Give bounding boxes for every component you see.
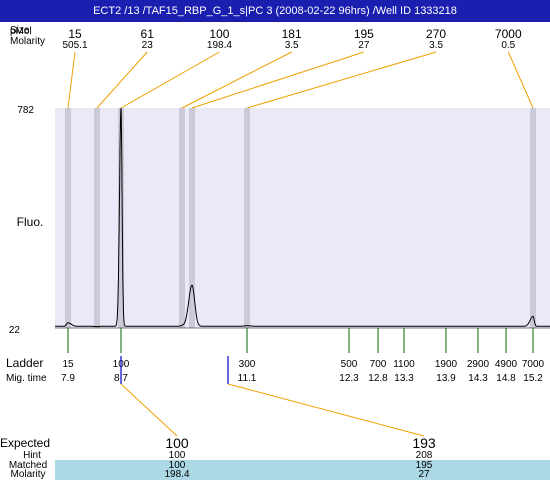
peak-band <box>244 108 250 328</box>
peak-bands <box>65 108 536 328</box>
ladder-size-label: 500 <box>341 359 358 370</box>
peak-callout-line <box>191 51 365 109</box>
ladder-size-label: 1100 <box>393 359 415 370</box>
peak-molarity-label: 198.4 <box>207 40 232 51</box>
peak-callout-line <box>507 51 534 109</box>
peak-callout-line <box>67 51 76 109</box>
peak-band <box>65 108 71 328</box>
peak-size-label: 195 <box>354 27 374 41</box>
peak-molarity-label: 3.5 <box>285 40 299 51</box>
markers <box>120 356 229 384</box>
ladder-size-label: 15 <box>62 359 74 370</box>
ladder-mig-time-label: 15.2 <box>523 373 543 384</box>
expected-label: Expected <box>0 436 50 450</box>
hint-label: Hint <box>23 450 41 461</box>
peak-band <box>118 108 124 328</box>
ladder-size-label: 4900 <box>495 359 518 370</box>
peak-size-label: 7000 <box>495 27 522 41</box>
y-tick-top: 782 <box>17 105 34 116</box>
peak-callout-line <box>181 51 292 109</box>
peak-size-label: 15 <box>68 27 82 41</box>
expected-value: 100 <box>165 435 189 451</box>
ladder-mig-time-label: 7.9 <box>61 373 75 384</box>
matched-value: 195 <box>416 460 433 471</box>
ladder-mig-time-label: 12.8 <box>368 373 388 384</box>
peak-band <box>94 108 100 328</box>
peak-size-label: 270 <box>426 27 446 41</box>
peak-size-label: 100 <box>209 27 229 41</box>
pmol-label: pMol <box>10 26 32 37</box>
y-tick-bottom: 22 <box>9 325 21 336</box>
peak-callout-line <box>96 51 148 109</box>
ladder-mig-time-label: 14.8 <box>496 373 516 384</box>
ladder-mig-time-label: 13.3 <box>394 373 414 384</box>
ladder-size-label: 700 <box>370 359 387 370</box>
ladder-mig-time-label: 12.3 <box>339 373 359 384</box>
molarity-label: Molarity <box>10 36 45 47</box>
peak-molarity-label: 505.1 <box>62 40 87 51</box>
peak-header-labels: 15505.16123100198.41813.5195272703.57000… <box>62 27 521 51</box>
expected-callout-line <box>120 383 178 437</box>
ladder-mig-time-label: 14.3 <box>468 373 488 384</box>
molarity-value: 27 <box>418 469 430 480</box>
window-title: ECT2 /13 /TAF15_RBP_G_1_s|PC 3 (2008-02-… <box>0 0 550 22</box>
ladder-mig-time-label: 11.1 <box>238 373 257 384</box>
peak-molarity-label: 27 <box>358 40 370 51</box>
plot-area <box>55 108 550 328</box>
ladder-size-label: 2900 <box>467 359 490 370</box>
peak-size-label: 181 <box>282 27 302 41</box>
expected-value: 193 <box>412 435 436 451</box>
peak-callout-line <box>246 51 437 109</box>
hint-value: 208 <box>416 450 433 461</box>
molarity-bottom-label: Molarity <box>10 469 45 480</box>
ladder-ticks: 157.91008.730011.150012.370012.8110013.3… <box>61 328 545 384</box>
ladder-mig-time-label: 13.9 <box>436 373 456 384</box>
expected-callout-line <box>227 383 425 437</box>
molarity-value: 198.4 <box>164 469 189 480</box>
callout-lines <box>67 51 534 437</box>
peak-band <box>530 108 536 328</box>
peak-molarity-label: 0.5 <box>501 40 515 51</box>
ladder-label: Ladder <box>6 356 43 370</box>
ladder-size-label: 7000 <box>522 359 545 370</box>
fluorescence-trace <box>55 107 550 328</box>
peak-size-label: 61 <box>141 27 155 41</box>
ladder-size-label: 1900 <box>435 359 458 370</box>
peak-molarity-label: 3.5 <box>429 40 443 51</box>
peak-callout-line <box>120 51 220 109</box>
peak-band <box>179 108 185 328</box>
peak-band <box>189 108 195 328</box>
matched-info-band <box>55 460 550 480</box>
matched-value: 100 <box>169 460 186 471</box>
hint-value: 100 <box>169 450 186 461</box>
ladder-size-label: 300 <box>239 359 256 370</box>
peak-molarity-label: 23 <box>142 40 154 51</box>
size-label: Size <box>10 25 30 36</box>
fluo-axis-label: Fluo. <box>17 215 44 229</box>
mig-time-label: Mig. time <box>6 373 47 384</box>
matched-label: Matched <box>9 460 47 471</box>
